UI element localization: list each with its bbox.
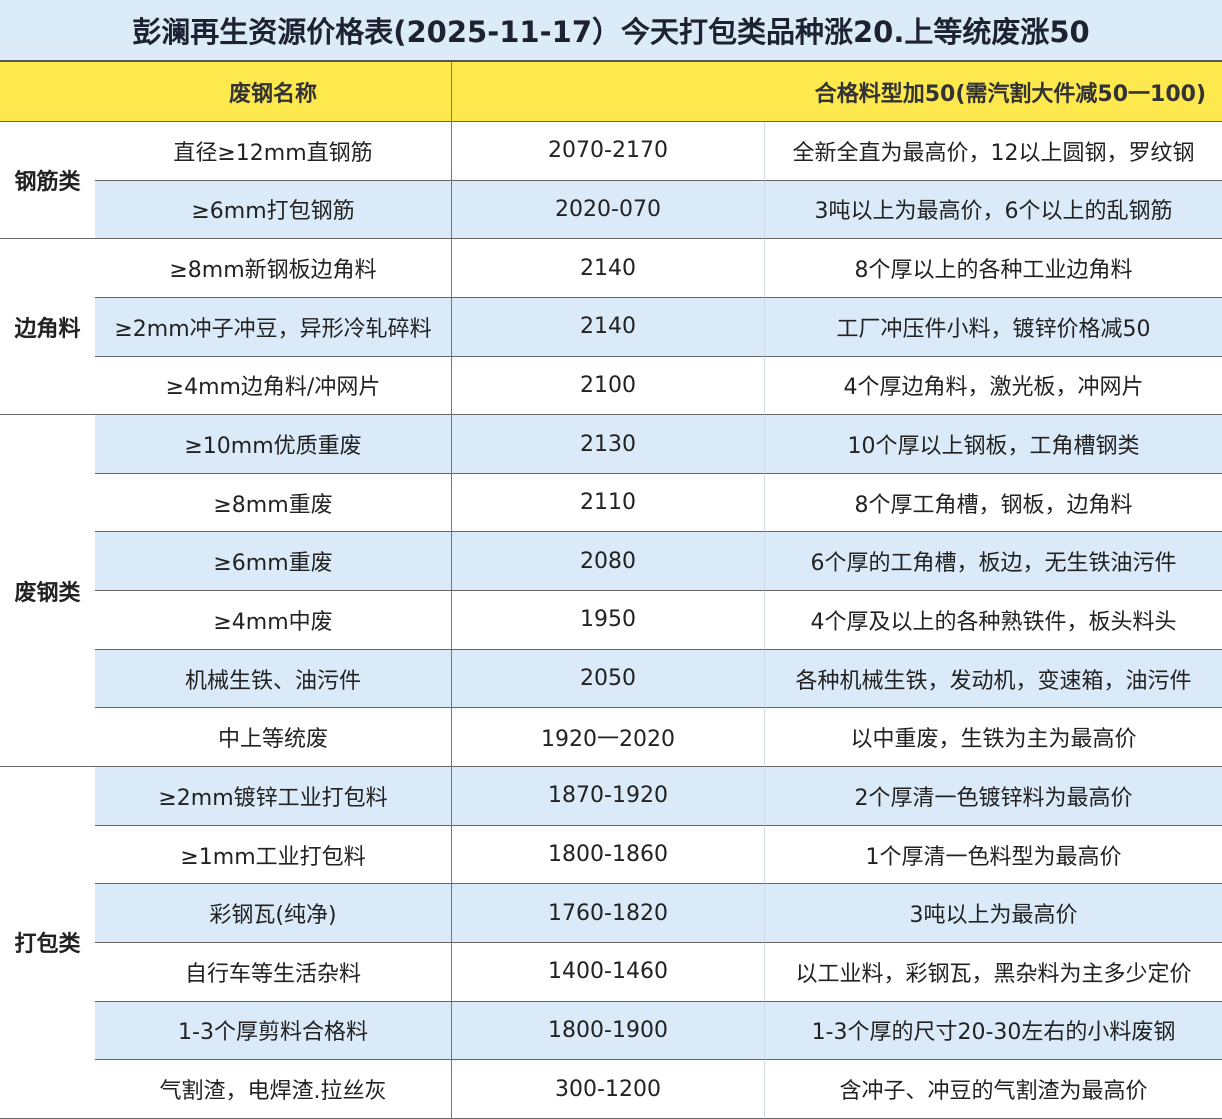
item-name-cell: 直径≥12mm直钢筋 (95, 122, 451, 181)
price-cell: 2080 (451, 532, 765, 592)
category-cell: 打包类 (0, 767, 95, 1119)
price-cell: 2100 (451, 356, 765, 416)
price-cell: 2140 (451, 239, 765, 298)
header-price (451, 62, 765, 122)
price-cell: 1950 (451, 591, 765, 650)
price-cell: 2050 (451, 649, 765, 709)
note-cell: 3吨以上为最高价 (765, 884, 1222, 943)
price-cell: 2020-070 (451, 180, 765, 240)
header-category (0, 62, 95, 122)
price-cell: 1800-1900 (451, 1001, 765, 1061)
price-cell: 2110 (451, 473, 765, 533)
price-cell: 1400-1460 (451, 942, 765, 1002)
price-cell: 300-1200 (451, 1060, 765, 1119)
item-name-cell: ≥1mm工业打包料 (95, 825, 451, 885)
item-name-cell: ≥8mm新钢板边角料 (95, 239, 451, 298)
note-cell: 以中重废，生铁为主为最高价 (765, 708, 1222, 768)
note-cell: 6个厚的工角槽，板边，无生铁油污件 (765, 532, 1222, 592)
note-cell: 8个厚工角槽，钢板，边角料 (765, 473, 1222, 533)
item-name-cell: ≥4mm边角料/冲网片 (95, 356, 451, 416)
note-cell: 4个厚边角料，激光板，冲网片 (765, 356, 1222, 416)
item-name-cell: 自行车等生活杂料 (95, 942, 451, 1002)
price-cell: 2140 (451, 297, 765, 357)
item-name-cell: ≥2mm冲子冲豆，异形冷轧碎料 (95, 297, 451, 357)
note-cell: 10个厚以上钢板，工角槽钢类 (765, 415, 1222, 474)
header-name: 废钢名称 (95, 62, 451, 122)
price-cell: 2130 (451, 415, 765, 474)
table-title: 彭澜再生资源价格表(2025-11-17）今天打包类品种涨20.上等统废涨50 (0, 0, 1222, 62)
note-cell: 1个厚清一色料型为最高价 (765, 825, 1222, 885)
note-cell: 全新全直为最高价，12以上圆钢，罗纹钢 (765, 122, 1222, 181)
item-name-cell: 机械生铁、油污件 (95, 649, 451, 709)
note-cell: 8个厚以上的各种工业边角料 (765, 239, 1222, 298)
note-cell: 2个厚清一色镀锌料为最高价 (765, 767, 1222, 826)
item-name-cell: 1-3个厚剪料合格料 (95, 1001, 451, 1061)
note-cell: 3吨以上为最高价，6个以上的乱钢筋 (765, 180, 1222, 240)
note-cell: 各种机械生铁，发动机，变速箱，油污件 (765, 649, 1222, 709)
price-cell: 1760-1820 (451, 884, 765, 943)
item-name-cell: ≥2mm镀锌工业打包料 (95, 767, 451, 826)
item-name-cell: ≥6mm打包钢筋 (95, 180, 451, 240)
note-cell: 含冲子、冲豆的气割渣为最高价 (765, 1060, 1222, 1119)
item-name-cell: ≥4mm中废 (95, 591, 451, 650)
category-cell: 边角料 (0, 239, 95, 416)
price-cell: 1800-1860 (451, 825, 765, 885)
item-name-cell: ≥8mm重废 (95, 473, 451, 533)
item-name-cell: ≥10mm优质重废 (95, 415, 451, 474)
header-note: 合格料型加50(需汽割大件减50一100) (765, 62, 1222, 122)
category-cell: 钢筋类 (0, 122, 95, 240)
item-name-cell: 气割渣，电焊渣.拉丝灰 (95, 1060, 451, 1119)
item-name-cell: 彩钢瓦(纯净) (95, 884, 451, 943)
price-cell: 1870-1920 (451, 767, 765, 826)
price-cell: 1920一2020 (451, 708, 765, 768)
category-cell: 废钢类 (0, 415, 95, 768)
price-cell: 2070-2170 (451, 122, 765, 181)
item-name-cell: 中上等统废 (95, 708, 451, 768)
note-cell: 1-3个厚的尺寸20-30左右的小料废钢 (765, 1001, 1222, 1061)
note-cell: 工厂冲压件小料，镀锌价格减50 (765, 297, 1222, 357)
note-cell: 以工业料，彩钢瓦，黑杂料为主多少定价 (765, 942, 1222, 1002)
item-name-cell: ≥6mm重废 (95, 532, 451, 592)
note-cell: 4个厚及以上的各种熟铁件，板头料头 (765, 591, 1222, 650)
